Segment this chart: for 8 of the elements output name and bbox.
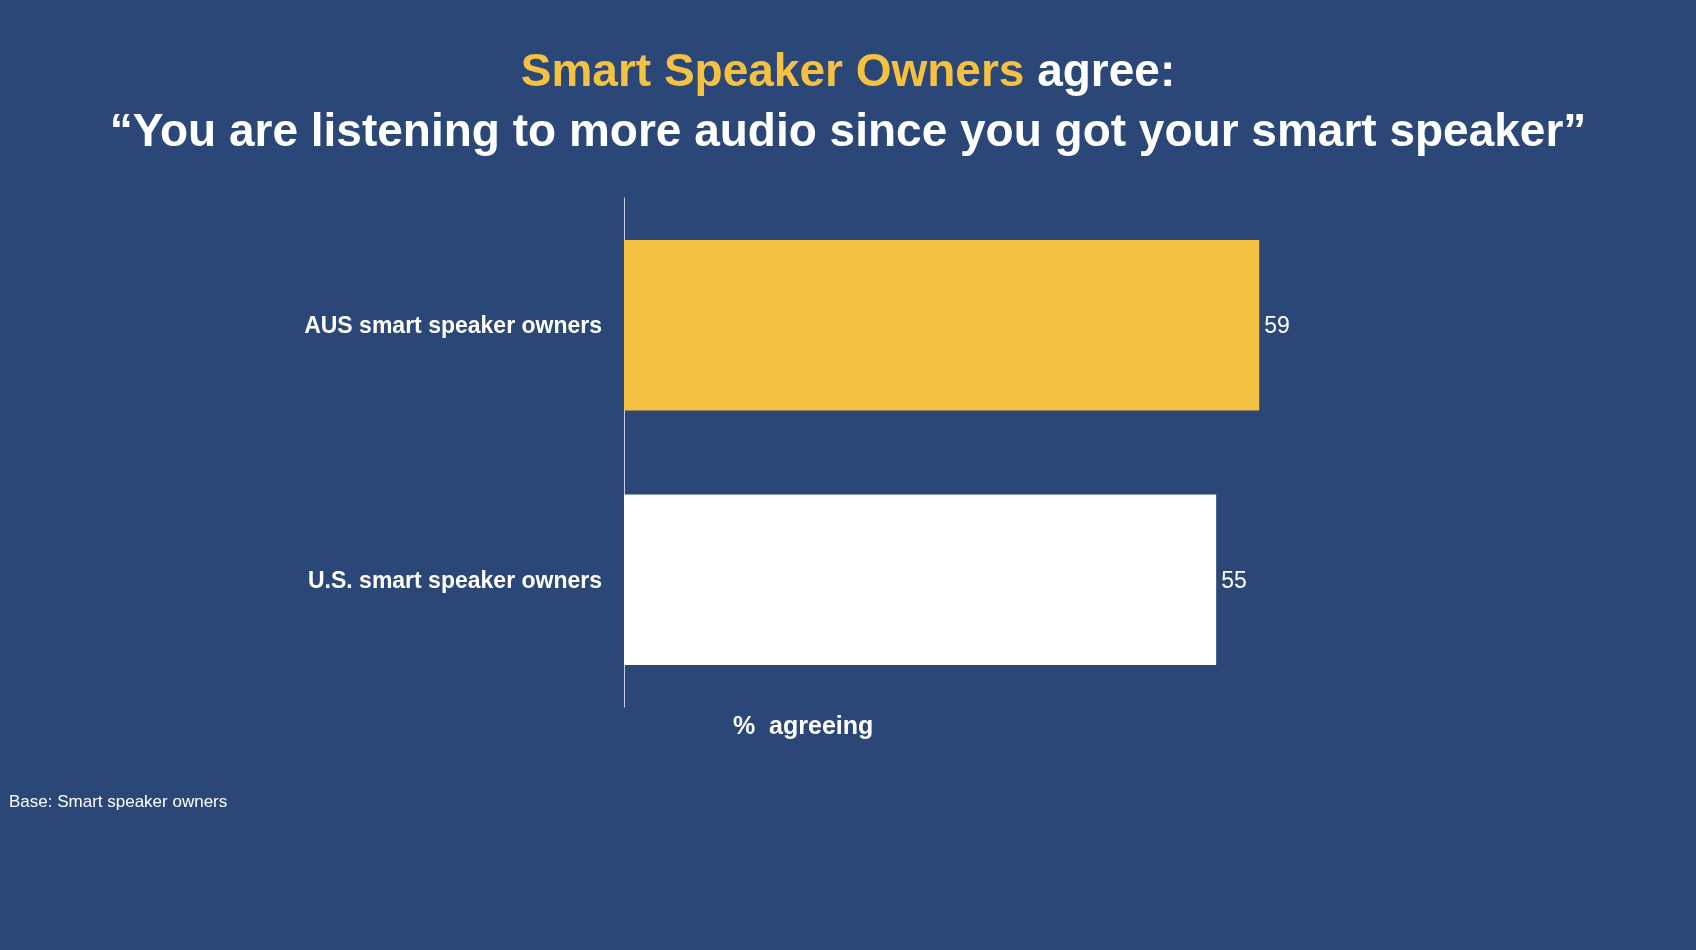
text: Base: Smart speaker owners	[9, 792, 228, 811]
chart-subtitle: “You are listening to more audio since you got your smart speaker”	[109, 104, 1587, 156]
chart-title: Smart Speaker Owners agree:	[520, 44, 1176, 96]
data-label: 59	[1264, 312, 1290, 339]
y-tick-label: U.S. smart speaker owners	[307, 566, 602, 593]
data-label: 55	[1221, 566, 1247, 593]
x-axis-title: % agreeing	[733, 710, 874, 739]
y-tick-label: AUS smart speaker owners	[304, 312, 602, 339]
